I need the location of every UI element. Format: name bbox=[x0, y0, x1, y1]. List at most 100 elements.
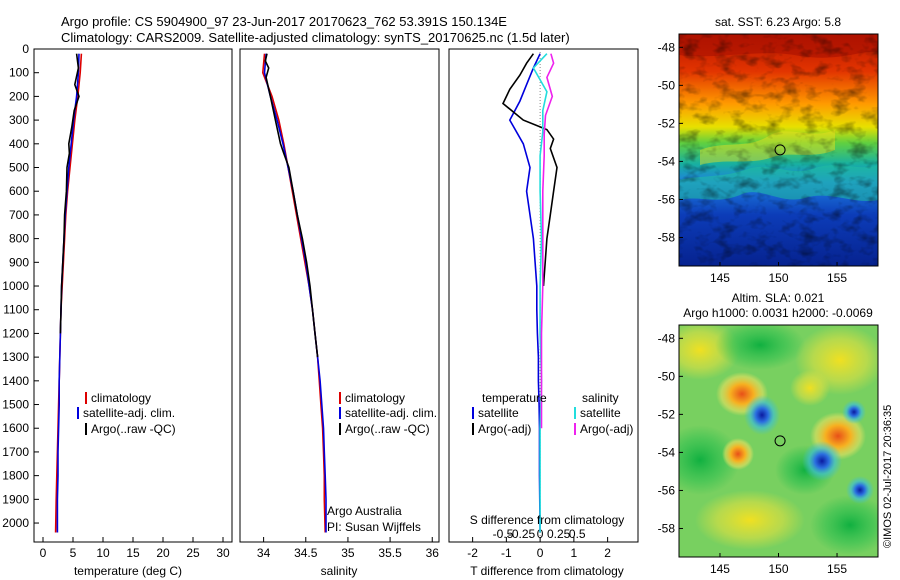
salinity-panel: 34 34.5 35 35.5 36 salinity climatology sate… bbox=[239, 48, 440, 578]
map-y-tick-label-4-3: -54 bbox=[658, 445, 676, 459]
map-y-tick-label-3-3: -54 bbox=[658, 154, 676, 168]
figure-title-line2: Climatology: CARS2009. Satellite-adjuste… bbox=[61, 30, 570, 45]
sst-argo-location-marker bbox=[774, 144, 786, 156]
difference-legend: temperature satellite Argo(-adj) salinit… bbox=[472, 391, 633, 436]
series-line-1-1 bbox=[263, 53, 327, 533]
x-tick-label-1-4: 36 bbox=[426, 546, 440, 560]
map-y-tick-label-4-4: -56 bbox=[658, 483, 676, 497]
depth-tick-label-5: 500 bbox=[9, 161, 29, 175]
depth-tick-label-7: 700 bbox=[9, 208, 29, 222]
series-line-2-3 bbox=[540, 53, 555, 429]
depth-tick-label-2: 200 bbox=[9, 89, 29, 103]
difference-legend-s-argo: Argo(-adj) bbox=[580, 422, 633, 436]
x-tick-label-0-6: 30 bbox=[216, 546, 230, 560]
map-x-tick-label-4-0: 145 bbox=[710, 562, 730, 576]
imos-copyright-stamp: ©IMOS 02-Jul-2017 20:36:35 bbox=[882, 405, 894, 548]
temperature-lines bbox=[54, 53, 83, 533]
s-diff-tick-label-1: -0.25 bbox=[508, 527, 536, 541]
temperature-panel: 0100200300400500600700800900100011001200… bbox=[2, 42, 233, 578]
series-line-2-0 bbox=[508, 53, 541, 533]
figure-title-line1: Argo profile: CS 5904900_97 23-Jun-2017 … bbox=[61, 14, 507, 29]
difference-legend-t-satellite: satellite bbox=[478, 406, 519, 420]
salinity-annotation-pi: PI: Susan Wijffels bbox=[327, 520, 421, 534]
x-tick-label-1-0: 34 bbox=[257, 546, 271, 560]
depth-tick-label-16: 1600 bbox=[2, 421, 29, 435]
difference-legend-salinity-title: salinity bbox=[582, 391, 619, 405]
sst-map-panel: sat. SST: 6.23 Argo: 5.8 145 150 155 -48 -50… bbox=[658, 15, 879, 285]
salinity-legend-satellite: satellite-adj. clim. bbox=[345, 406, 437, 420]
difference-x2-label: S difference from climatology bbox=[470, 513, 625, 527]
depth-tick-label-13: 1300 bbox=[2, 350, 29, 364]
series-line-0-0 bbox=[54, 53, 83, 533]
map-y-tick-label-3-2: -52 bbox=[658, 116, 676, 130]
map-y-tick-label-3-1: -50 bbox=[658, 78, 676, 92]
depth-tick-label-6: 600 bbox=[9, 184, 29, 198]
depth-tick-label-3: 300 bbox=[9, 113, 29, 127]
x-tick-label-2-3: 1 bbox=[571, 546, 578, 560]
series-line-0-2 bbox=[59, 53, 80, 334]
depth-tick-label-20: 2000 bbox=[2, 516, 29, 530]
map-y-tick-label-3-5: -58 bbox=[658, 230, 676, 244]
sst-map-axes: 145 150 155 -48 -50 -52 -54 -56 -58 bbox=[658, 40, 848, 285]
depth-axis: 0 100 200 300 400 500 600 700 800 900 1000 1100 1200… bbox=[2, 42, 39, 530]
temperature-legend-satellite: satellite-adj. clim. bbox=[83, 406, 175, 420]
series-line-1-0 bbox=[261, 53, 326, 533]
depth-tick-label-10: 1000 bbox=[2, 279, 29, 293]
x-tick-label-0-4: 20 bbox=[156, 546, 170, 560]
temperature-legend-climatology: climatology bbox=[91, 391, 151, 405]
x-tick-label-2-4: 2 bbox=[604, 546, 611, 560]
salinity-legend: climatology satellite-adj. clim. Argo(..… bbox=[339, 391, 437, 436]
x-tick-label-1-2: 35 bbox=[341, 546, 355, 560]
x-tick-label-0-5: 25 bbox=[186, 546, 200, 560]
map-y-tick-label-4-2: -52 bbox=[658, 407, 676, 421]
map-x-tick-label-4-2: 155 bbox=[827, 562, 847, 576]
depth-tick-label-19: 1900 bbox=[2, 492, 29, 506]
x-tick-label-0-1: 5 bbox=[70, 546, 77, 560]
salinity-x-axis: 34 34.5 35 35.5 36 bbox=[257, 537, 439, 560]
map-y-tick-label-4-1: -50 bbox=[658, 369, 676, 383]
series-line-2-1 bbox=[502, 53, 558, 287]
salinity-legend-climatology: climatology bbox=[345, 391, 405, 405]
salinity-x-label: salinity bbox=[321, 564, 358, 578]
depth-tick-label-15: 1500 bbox=[2, 398, 29, 412]
depth-tick-label-14: 1400 bbox=[2, 374, 29, 388]
x-tick-label-0-2: 10 bbox=[96, 546, 110, 560]
sst-map-title: sat. SST: 6.23 Argo: 5.8 bbox=[715, 15, 841, 29]
map-x-tick-label-3-0: 145 bbox=[710, 271, 730, 285]
sla-argo-location-marker bbox=[774, 435, 786, 447]
sla-map-subtitle: Argo h1000: 0.0031 h2000: -0.0069 bbox=[683, 306, 873, 320]
map-x-tick-label-4-1: 150 bbox=[768, 562, 788, 576]
salinity-panel-frame bbox=[239, 48, 440, 543]
sla-map-panel: Altim. SLA: 0.021 Argo h1000: 0.0031 h20… bbox=[658, 291, 894, 576]
map-y-tick-label-4-0: -48 bbox=[658, 331, 676, 345]
difference-panel: -2 -1 0 1 2 -0.5-0.25 0 0.250.5 T difference f… bbox=[448, 48, 639, 578]
difference-legend-temperature-title: temperature bbox=[482, 391, 547, 405]
salinity-annotation-institution: Argo Australia bbox=[327, 504, 402, 518]
sla-map-title: Altim. SLA: 0.021 bbox=[732, 291, 825, 305]
sst-map-image bbox=[679, 34, 878, 266]
salinity-lines bbox=[261, 53, 327, 533]
temperature-x-label: temperature (deg C) bbox=[74, 564, 182, 578]
x-tick-label-1-3: 35.5 bbox=[378, 546, 402, 560]
x-tick-label-0-3: 15 bbox=[126, 546, 140, 560]
sla-map-image bbox=[679, 325, 878, 557]
depth-tick-label-12: 1200 bbox=[2, 326, 29, 340]
depth-tick-label-11: 1100 bbox=[3, 303, 29, 317]
map-y-tick-label-3-0: -48 bbox=[658, 40, 676, 54]
s-diff-tick-label-3: 0.25 bbox=[547, 527, 571, 541]
salinity-legend-argo: Argo(..raw -QC) bbox=[345, 422, 430, 436]
x-tick-label-1-1: 34.5 bbox=[294, 546, 318, 560]
depth-tick-label-4: 400 bbox=[9, 137, 29, 151]
x-tick-label-2-0: -2 bbox=[467, 546, 478, 560]
map-x-tick-label-3-1: 150 bbox=[768, 271, 788, 285]
map-x-tick-label-3-2: 155 bbox=[827, 271, 847, 285]
temperature-panel-frame bbox=[33, 48, 233, 543]
salinity-difference-x-axis: -0.5-0.25 0 0.250.5 bbox=[493, 527, 586, 541]
difference-x-label: T difference from climatology bbox=[470, 564, 624, 578]
temperature-x-axis: 0 5 10 15 20 25 30 bbox=[40, 537, 230, 560]
x-tick-label-2-2: 0 bbox=[537, 546, 544, 560]
difference-lines bbox=[502, 53, 558, 533]
map-y-tick-label-3-4: -56 bbox=[658, 192, 676, 206]
s-diff-tick-label-2: 0 bbox=[537, 527, 544, 541]
